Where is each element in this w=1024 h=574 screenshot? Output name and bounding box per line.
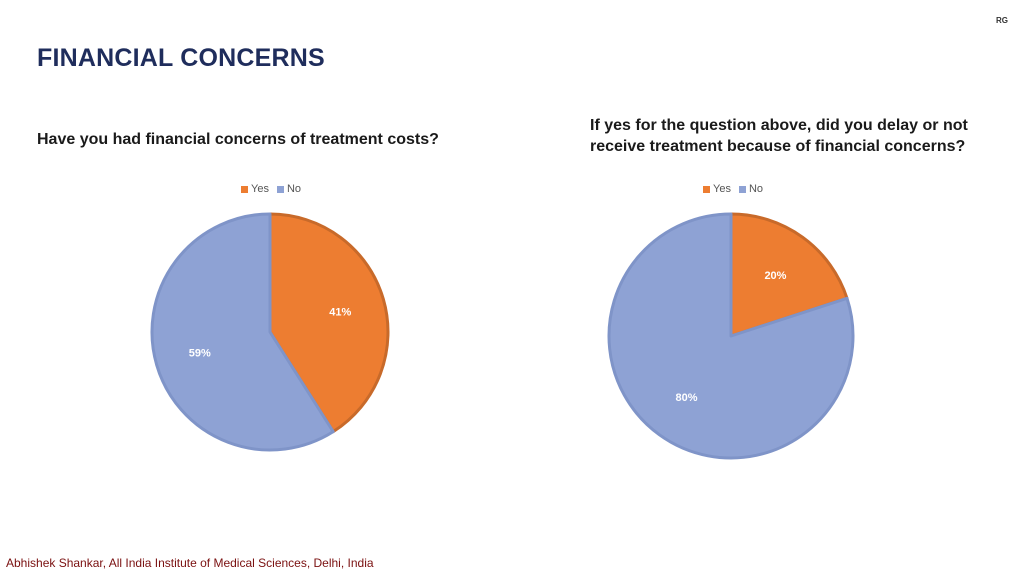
legend-swatch-yes: [703, 185, 710, 193]
legend-label-no: No: [286, 183, 302, 195]
chart-2-slice-yes: [729, 212, 849, 338]
legend-label-yes: Yes: [251, 183, 269, 195]
legend-item-yes: Yes: [241, 183, 269, 195]
chart-2-legend: Yes No: [703, 183, 763, 195]
chart-2-pie: 20% 80%: [607, 212, 855, 460]
chart-1-label-no: 59%: [189, 347, 211, 359]
slide-title: FINANCIAL CONCERNS: [37, 44, 325, 72]
legend-item-no: No: [738, 183, 764, 195]
chart-1-title: Have you had financial concerns of treat…: [37, 131, 439, 148]
legend-label-no: No: [748, 183, 764, 195]
chart-1-label-yes: 41%: [329, 307, 351, 319]
legend-item-yes: Yes: [703, 183, 731, 195]
legend-swatch-no: [738, 185, 746, 193]
footer-credit: Abhishek Shankar, All India Institute of…: [6, 556, 374, 570]
legend-swatch-no: [276, 185, 284, 193]
chart-1-slice-no: [150, 212, 335, 452]
chart-1-legend: Yes No: [241, 183, 301, 195]
chart-2-title: If yes for the question above, did you d…: [590, 117, 968, 155]
chart-2-slice-no: [607, 212, 855, 460]
chart-1-pie: 41% 59%: [150, 212, 390, 452]
legend-swatch-yes: [241, 185, 248, 193]
corner-tag: RG: [996, 16, 1008, 25]
legend-item-no: No: [276, 183, 302, 195]
chart-2-label-no: 80%: [676, 392, 698, 404]
chart-2-label-yes: 20%: [764, 270, 786, 282]
legend-label-yes: Yes: [713, 183, 731, 195]
